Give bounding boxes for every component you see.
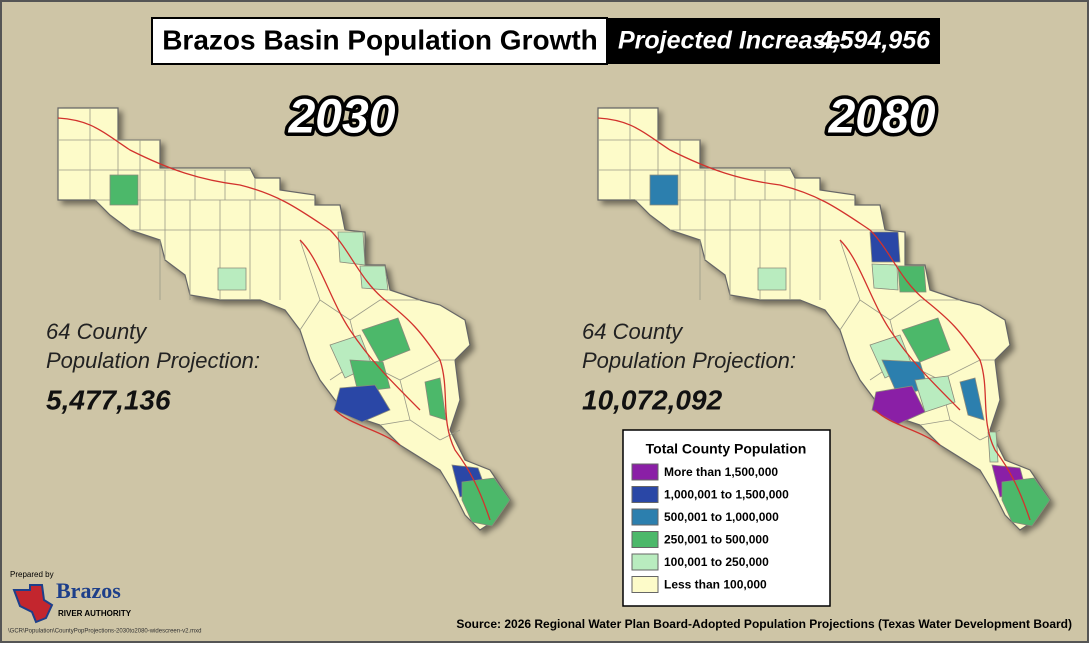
legend-label: 100,001 to 250,000: [664, 555, 769, 569]
legend-swatch: [631, 463, 659, 481]
county: [337, 231, 366, 266]
legend-swatch: [631, 508, 659, 526]
label-line2: Population Projection:: [582, 348, 796, 373]
increase-box: [607, 18, 940, 64]
logo-shape: [12, 584, 54, 624]
year: 2030: [288, 91, 396, 144]
county: [359, 265, 389, 291]
legend-label: More than 1,500,000: [664, 465, 778, 479]
county: [869, 231, 901, 263]
increase-value: 4,594,956: [818, 27, 931, 55]
increase-label: Projected Increase:: [618, 27, 849, 55]
label-line2: Population Projection:: [46, 348, 260, 373]
county: [901, 317, 951, 363]
total: 5,477,136: [46, 384, 171, 415]
county: [109, 174, 139, 206]
county: [757, 267, 787, 291]
legend-title: Total County Population: [646, 441, 807, 457]
legend-swatch: [631, 576, 659, 593]
legend: More than 1,500,000 1,000,001 to 1,500,00…: [631, 463, 789, 593]
county: [424, 377, 447, 421]
legend-swatch: [631, 531, 659, 548]
county: [914, 375, 956, 413]
prepared-by: Prepared by: [10, 570, 54, 579]
year: 2080: [828, 91, 936, 144]
legend-label: Less than 100,000: [664, 578, 767, 592]
legend-label: 500,001 to 1,000,000: [664, 510, 779, 524]
county: [1001, 477, 1051, 527]
county: [871, 263, 899, 291]
legend-swatch: [631, 553, 659, 571]
label-line1: 64 County: [582, 319, 684, 344]
org-name: Brazos: [56, 578, 121, 603]
map-panel-2030: 2030 64 County Population Projection: 5,477…: [46, 87, 511, 531]
org-sub: RIVER AUTHORITY: [58, 609, 132, 618]
county: [461, 477, 511, 527]
county: [333, 384, 391, 423]
title-box: [151, 17, 608, 65]
legend-swatch: [631, 486, 659, 503]
source: Source: 2026 Regional Water Plan Board-A…: [456, 617, 1072, 631]
title: Brazos Basin Population Growth: [162, 24, 598, 55]
legend-label: 250,001 to 500,000: [664, 533, 769, 547]
legend-label: 1,000,001 to 1,500,000: [664, 488, 789, 502]
logo: Prepared by Brazos RIVER AUTHORITY \GCR\…: [8, 570, 201, 634]
label-line1: 64 County: [46, 319, 148, 344]
county: [897, 265, 927, 293]
county: [959, 377, 985, 421]
county: [361, 317, 411, 363]
county: [871, 385, 926, 425]
county: [217, 267, 247, 291]
map-panel-2080: 2080 64 County Population Projection: 10,07…: [582, 87, 1051, 531]
county: [649, 174, 679, 206]
total: 10,072,092: [582, 384, 723, 415]
file-path: \GCR\Population\CountyPopProjections-203…: [8, 629, 201, 635]
